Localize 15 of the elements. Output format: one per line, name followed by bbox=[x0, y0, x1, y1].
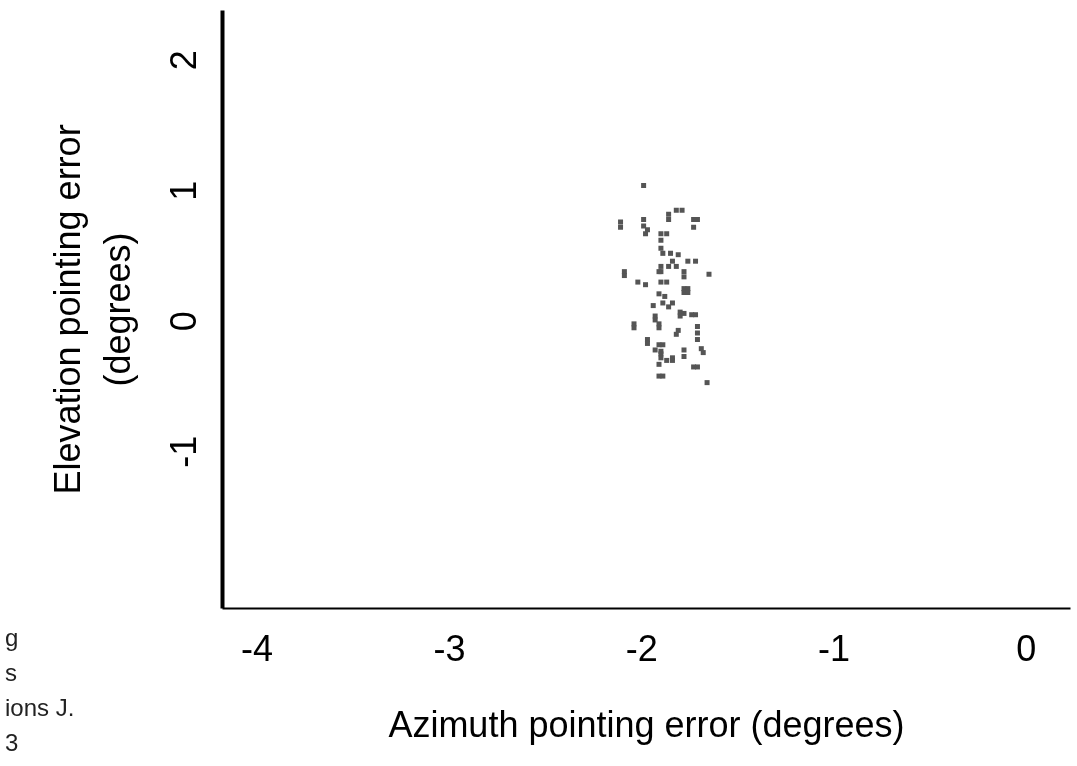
text: g bbox=[5, 624, 19, 651]
x-tick-label: -4 bbox=[241, 627, 274, 669]
y-tick-label: 0 bbox=[163, 311, 205, 332]
y-tick-label: 1 bbox=[163, 180, 205, 201]
y-tick-label: 2 bbox=[163, 50, 205, 71]
x-tick-label: -1 bbox=[817, 627, 850, 669]
text: 3 bbox=[5, 729, 19, 756]
y-axis-title: Elevation pointing error (degrees) bbox=[47, 124, 138, 495]
x-axis-title: Azimuth pointing error (degrees) bbox=[388, 703, 905, 745]
y-tick-label: -1 bbox=[163, 435, 205, 468]
text: s bbox=[5, 659, 17, 686]
x-tick-label: -3 bbox=[433, 627, 466, 669]
text: ions J. bbox=[5, 694, 75, 721]
x-tick-label: 0 bbox=[1016, 627, 1037, 669]
x-tick-label: -2 bbox=[625, 627, 658, 669]
